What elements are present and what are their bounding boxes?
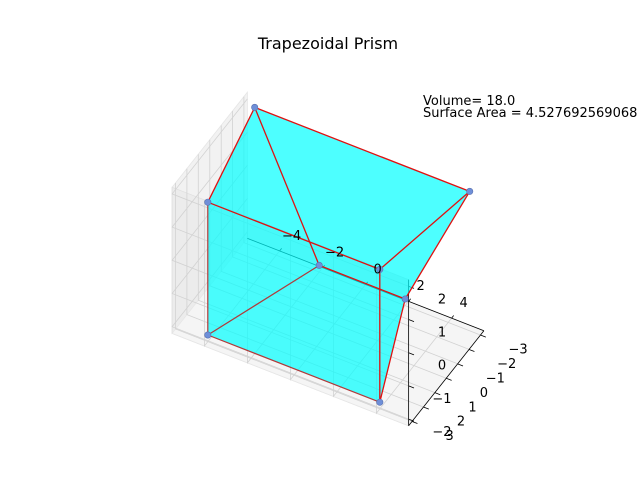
prism-edge <box>404 191 471 300</box>
prism-face <box>207 265 406 403</box>
gridline-x <box>246 216 323 364</box>
gridline-x <box>289 233 366 381</box>
x-tick-mark <box>279 248 282 252</box>
x-tick-label: 4 <box>459 296 467 311</box>
y-tick-label: 3 <box>446 429 454 444</box>
prism-face <box>379 191 470 403</box>
z-tick-label: 1 <box>438 326 446 341</box>
y-tick-mark <box>457 363 464 367</box>
z-tick-mark <box>408 352 415 356</box>
gridline-x <box>375 267 452 415</box>
prism-edge <box>207 264 320 336</box>
prism-vertex <box>401 295 409 303</box>
x-axis-line <box>247 237 485 332</box>
y-tick-label: −3 <box>508 343 527 358</box>
gridline-y <box>197 154 436 393</box>
x-tick-mark <box>451 315 454 319</box>
y-tick-mark <box>411 421 418 424</box>
prism-vertex <box>376 398 384 406</box>
gridline-z <box>171 231 409 420</box>
prism-face <box>207 107 320 336</box>
z-tick-mark <box>408 385 415 389</box>
prism-vertex <box>251 103 259 111</box>
prism-face <box>254 107 470 300</box>
gridline-x <box>203 199 280 348</box>
prism-vertex <box>315 261 323 269</box>
prism-vertex <box>204 198 212 206</box>
y-tick-mark <box>446 377 452 381</box>
prism-vertex <box>204 331 212 339</box>
z-tick-label: −1 <box>432 392 451 407</box>
z-tick-label: −2 <box>432 425 451 440</box>
y-tick-mark <box>434 392 441 396</box>
y-tick-mark <box>423 406 429 410</box>
prism-edge <box>207 107 256 203</box>
prism-edge <box>318 264 406 300</box>
prism-edge <box>254 107 320 266</box>
volume-annotation: Volume= 18.0 <box>423 94 515 109</box>
gridline-y <box>175 183 413 422</box>
y-tick-label: 2 <box>457 415 465 430</box>
y-tick-label: −2 <box>497 357 516 372</box>
gridline-z <box>171 98 409 287</box>
prism-vertex <box>466 187 474 195</box>
z-tick-mark <box>408 285 415 289</box>
prism-edge <box>254 106 470 193</box>
y-tick-mark <box>468 349 475 352</box>
gridline-x <box>332 250 409 398</box>
prism-edge <box>207 201 381 271</box>
z-tick-label: 0 <box>438 359 446 374</box>
gridline-z <box>171 165 409 354</box>
gridline-y <box>186 168 424 408</box>
prism-edge <box>379 190 471 270</box>
y-tick-label: −1 <box>486 372 505 387</box>
gridline-y <box>243 96 481 336</box>
x-tick-mark <box>408 298 411 302</box>
surface-area-annotation: Surface Area = 4.527692569068 <box>423 106 637 121</box>
chart-title: Trapezoidal Prism <box>257 34 398 53</box>
prism-edge <box>379 298 406 403</box>
prism-face <box>207 202 380 403</box>
y-tick-mark <box>480 334 486 338</box>
prism-vertex <box>376 265 384 273</box>
axes-lines <box>247 237 486 427</box>
z-tick-mark <box>408 418 415 422</box>
gridline-z <box>171 198 409 387</box>
y-tick-label: 1 <box>468 400 476 415</box>
x-tick-label: 2 <box>416 279 424 294</box>
prism-face <box>207 107 470 270</box>
z-tick-label: 2 <box>438 292 446 307</box>
x-tick-label: −2 <box>325 246 344 261</box>
prism-edge <box>207 334 381 403</box>
gridline-y <box>209 139 447 379</box>
z-tick-mark <box>408 319 415 322</box>
prism-geometry <box>204 103 474 406</box>
y-tick-label: 0 <box>480 386 488 401</box>
gridline-z <box>171 131 409 320</box>
x-tick-label: 0 <box>373 262 381 277</box>
x-tick-label: −4 <box>282 229 301 244</box>
gridline-y <box>232 111 470 350</box>
